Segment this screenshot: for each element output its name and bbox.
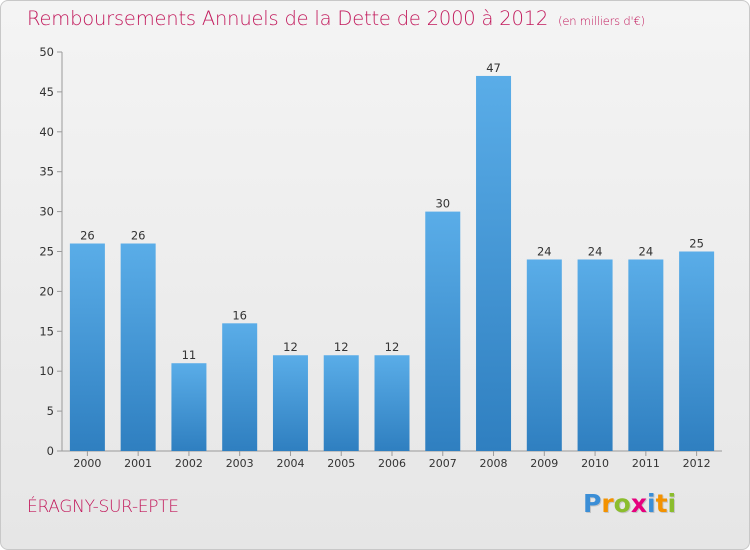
y-tick-label: 50 <box>39 45 54 59</box>
bar-value-label-2008: 47 <box>486 61 501 75</box>
logo-letter: i <box>647 489 656 518</box>
bar-2003 <box>222 323 258 451</box>
chart-bars: 26 26 11 16 12 12 12 30 47 24 24 24 25 <box>69 61 715 451</box>
bar-2010 <box>577 259 613 451</box>
y-tick-label: 30 <box>39 205 54 219</box>
chart-title: Remboursements Annuels de la Dette de 20… <box>27 7 645 30</box>
logo-letter: t <box>655 489 668 518</box>
x-tick-label-2011: 2011 <box>632 457 660 470</box>
logo-letter: i <box>667 489 677 518</box>
x-tick-label-2005: 2005 <box>327 457 355 470</box>
y-tick-label: 35 <box>39 165 54 179</box>
bar-2009 <box>526 259 562 451</box>
logo-letter: r <box>601 489 614 518</box>
x-tick-label-2007: 2007 <box>429 457 457 470</box>
x-tick-label-2012: 2012 <box>683 457 711 470</box>
bar-2002 <box>171 363 207 451</box>
x-tick-label-2004: 2004 <box>276 457 304 470</box>
bar-value-label-2005: 12 <box>334 340 349 354</box>
logo-letter: x <box>630 489 647 518</box>
y-tick-label: 40 <box>39 125 54 139</box>
logo-letter: o <box>613 489 631 518</box>
x-tick-label-2010: 2010 <box>581 457 609 470</box>
bar-value-label-2009: 24 <box>537 244 552 258</box>
y-tick-label: 45 <box>39 85 54 99</box>
bar-value-label-2004: 12 <box>283 340 298 354</box>
bar-value-label-2011: 24 <box>639 244 654 258</box>
y-tick-label: 5 <box>47 404 54 418</box>
y-tick-label: 10 <box>39 364 54 378</box>
bar-2001 <box>120 243 156 451</box>
bar-2004 <box>272 355 308 451</box>
title-text: Remboursements Annuels de la Dette de 20… <box>27 7 549 30</box>
city-name: ÉRAGNY-SUR-EPTE <box>27 497 179 517</box>
x-tick-label-2001: 2001 <box>124 457 152 470</box>
logo-letter: P <box>583 489 602 518</box>
proxiti-logo: Proxiti <box>583 489 676 518</box>
bar-value-label-2002: 11 <box>182 348 197 362</box>
bar-2007 <box>425 211 461 451</box>
bar-value-label-2007: 30 <box>435 197 450 211</box>
chart-subtitle: (en milliers d'€) <box>558 14 645 28</box>
bar-2006 <box>374 355 410 451</box>
bar-value-label-2001: 26 <box>131 229 146 243</box>
bar-value-label-2012: 25 <box>689 237 704 251</box>
bar-2008 <box>476 75 512 451</box>
bar-2000 <box>69 243 105 451</box>
bar-value-label-2006: 12 <box>385 340 400 354</box>
y-tick-label: 15 <box>39 324 54 338</box>
x-tick-label-2003: 2003 <box>226 457 254 470</box>
bar-value-label-2010: 24 <box>588 244 603 258</box>
bar-2005 <box>323 355 359 451</box>
bar-2011 <box>628 259 664 451</box>
bar-value-label-2000: 26 <box>80 229 95 243</box>
y-tick-label: 20 <box>39 284 54 298</box>
x-tick-label-2008: 2008 <box>480 457 508 470</box>
x-tick-label-2009: 2009 <box>530 457 558 470</box>
x-tick-label-2000: 2000 <box>73 457 101 470</box>
y-tick-label: 0 <box>47 444 54 458</box>
bar-2012 <box>679 251 715 451</box>
x-tick-label-2002: 2002 <box>175 457 203 470</box>
y-tick-label: 25 <box>39 245 54 259</box>
x-tick-label-2006: 2006 <box>378 457 406 470</box>
bar-value-label-2003: 16 <box>232 308 247 322</box>
